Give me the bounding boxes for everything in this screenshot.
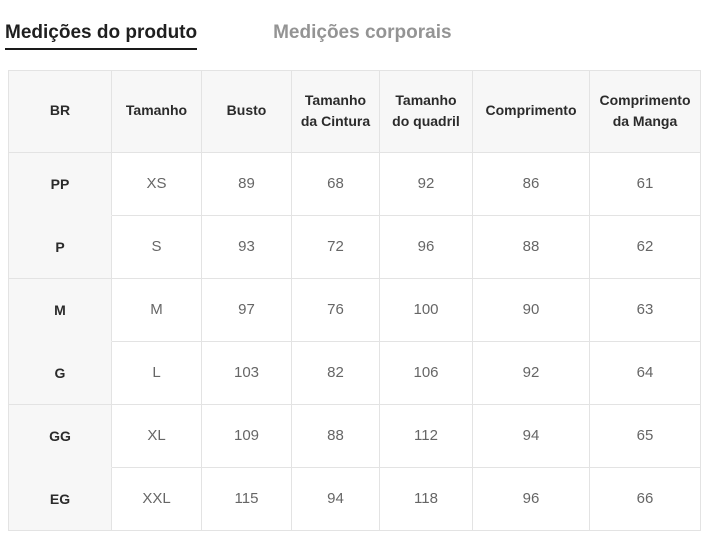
column-header-quadril: Tamanho do quadril (380, 70, 473, 153)
column-header-cintura: Tamanho da Cintura (292, 70, 380, 153)
cell-comprimento: 92 (473, 341, 590, 405)
cell-tamanho: M (112, 278, 202, 342)
column-header-busto: Busto (202, 70, 292, 153)
row-label: GG (9, 404, 112, 468)
cell-quadril: 100 (380, 278, 473, 342)
row-label: P (9, 215, 112, 279)
row-label: M (9, 278, 112, 342)
cell-busto: 97 (202, 278, 292, 342)
cell-cintura: 68 (292, 152, 380, 216)
table-row-eg: EG XXL 115 94 118 96 66 (9, 467, 701, 531)
row-label: EG (9, 467, 112, 531)
cell-tamanho: XXL (112, 467, 202, 531)
cell-quadril: 112 (380, 404, 473, 468)
cell-quadril: 96 (380, 215, 473, 279)
cell-comprimento: 96 (473, 467, 590, 531)
cell-quadril: 118 (380, 467, 473, 531)
cell-tamanho: XL (112, 404, 202, 468)
cell-comprimento-manga: 61 (590, 152, 701, 216)
table-row-g: G L 103 82 106 92 64 (9, 341, 701, 405)
column-header-br: BR (9, 70, 112, 153)
size-table: BR Tamanho Busto Tamanho da Cintura Tama… (8, 69, 701, 531)
cell-comprimento-manga: 62 (590, 215, 701, 279)
cell-busto: 103 (202, 341, 292, 405)
cell-comprimento-manga: 65 (590, 404, 701, 468)
cell-cintura: 72 (292, 215, 380, 279)
cell-cintura: 88 (292, 404, 380, 468)
table-row-gg: GG XL 109 88 112 94 65 (9, 404, 701, 468)
column-header-comprimento-manga: Comprimento da Manga (590, 70, 701, 153)
cell-quadril: 106 (380, 341, 473, 405)
cell-tamanho: XS (112, 152, 202, 216)
cell-cintura: 94 (292, 467, 380, 531)
cell-quadril: 92 (380, 152, 473, 216)
cell-cintura: 82 (292, 341, 380, 405)
cell-comprimento: 94 (473, 404, 590, 468)
tab-product-measurements[interactable]: Medições do produto (5, 22, 198, 50)
column-header-comprimento: Comprimento (473, 70, 590, 153)
row-label: PP (9, 152, 112, 216)
column-header-tamanho: Tamanho (112, 70, 202, 153)
cell-busto: 109 (202, 404, 292, 468)
cell-busto: 89 (202, 152, 292, 216)
table-header-row: BR Tamanho Busto Tamanho da Cintura Tama… (9, 70, 701, 153)
cell-busto: 115 (202, 467, 292, 531)
cell-comprimento: 88 (473, 215, 590, 279)
cell-comprimento-manga: 66 (590, 467, 701, 531)
cell-tamanho: S (112, 215, 202, 279)
cell-cintura: 76 (292, 278, 380, 342)
cell-comprimento: 86 (473, 152, 590, 216)
cell-comprimento: 90 (473, 278, 590, 342)
cell-busto: 93 (202, 215, 292, 279)
row-label: G (9, 341, 112, 405)
table-row-m: M M 97 76 100 90 63 (9, 278, 701, 342)
cell-comprimento-manga: 63 (590, 278, 701, 342)
size-chart-tabs: Medições do produto Medições corporais (0, 0, 708, 50)
tab-body-measurements[interactable]: Medições corporais (273, 22, 452, 43)
table-row-pp: PP XS 89 68 92 86 61 (9, 152, 701, 216)
cell-tamanho: L (112, 341, 202, 405)
cell-comprimento-manga: 64 (590, 341, 701, 405)
table-row-p: P S 93 72 96 88 62 (9, 215, 701, 279)
